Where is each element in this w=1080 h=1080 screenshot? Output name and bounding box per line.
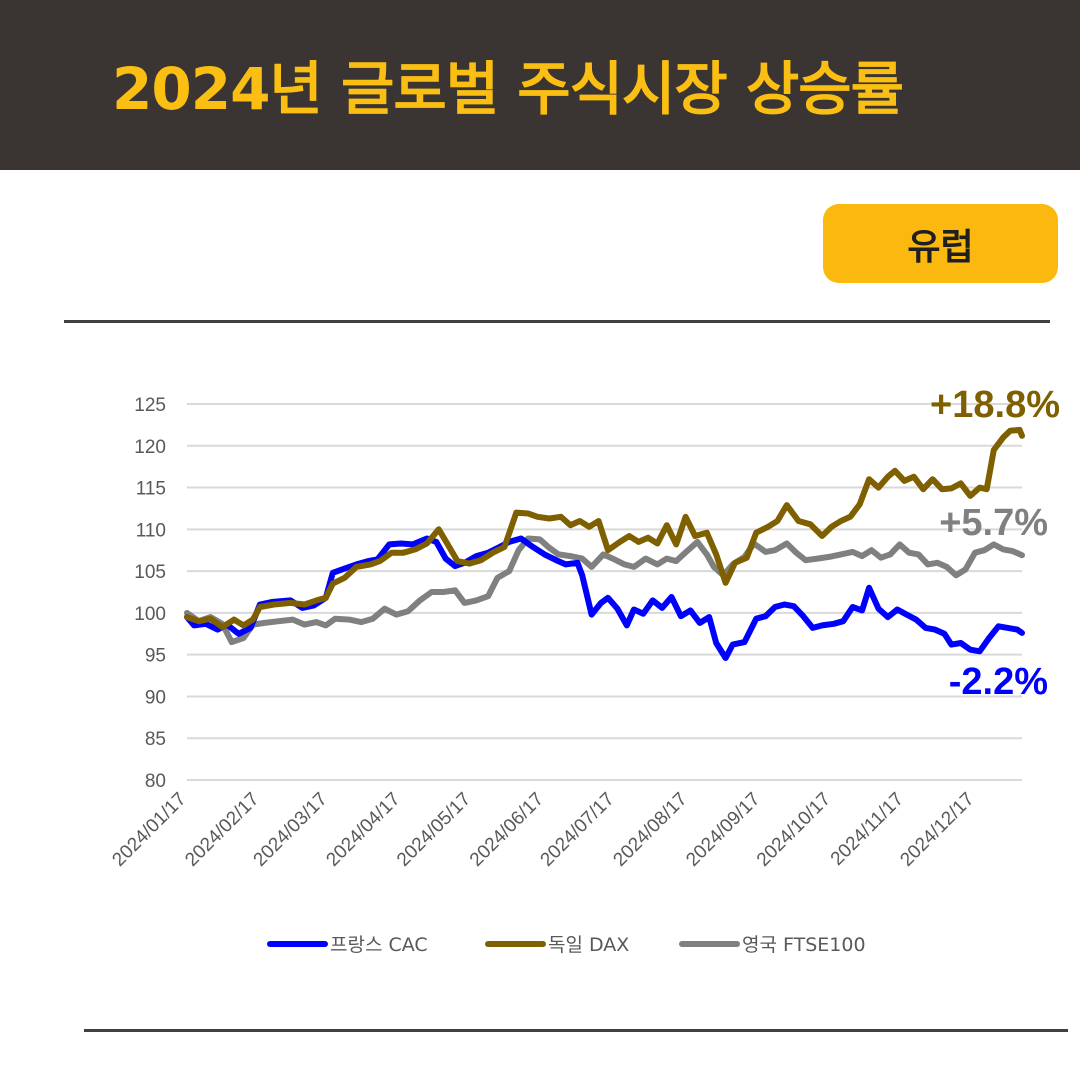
y-tick-label: 105 — [134, 562, 166, 583]
y-axis: 125 120 115 110 105 100 95 90 85 80 — [134, 395, 166, 792]
x-tick-label: 2024/03/17 — [250, 789, 332, 871]
y-tick-label: 90 — [145, 687, 166, 708]
legend-label-0: 프랑스 CAC — [330, 934, 428, 956]
x-tick-label: 2024/04/17 — [322, 789, 404, 871]
top-divider — [64, 320, 1050, 323]
series-lines — [184, 426, 1025, 661]
region-badge: 유럽 — [823, 204, 1058, 283]
y-tick-label: 115 — [136, 479, 166, 500]
bottom-divider — [84, 1029, 1068, 1032]
series-line-2 — [184, 535, 1025, 646]
x-tick-label: 2024/10/17 — [753, 789, 835, 871]
x-tick-label: 2024/09/17 — [682, 789, 764, 871]
x-tick-label: 2024/08/17 — [609, 789, 691, 871]
x-axis: 2024/01/172024/02/172024/03/172024/04/17… — [108, 789, 978, 871]
y-tick-label: 110 — [136, 520, 166, 541]
x-tick-label: 2024/01/17 — [108, 789, 190, 871]
x-tick-label: 2024/06/17 — [466, 789, 548, 871]
end-label-0: -2.2% — [949, 661, 1048, 703]
series-line-0 — [184, 535, 1025, 661]
chart-legend: 프랑스 CAC 독일 DAX 영국 FTSE100 — [267, 934, 866, 956]
chart-gridlines — [187, 403, 1022, 781]
page-title: 2024년 글로벌 주식시장 상승률 — [112, 55, 904, 123]
y-tick-label: 85 — [145, 729, 166, 750]
y-tick-label: 120 — [134, 437, 166, 458]
header-bar: 2024년 글로벌 주식시장 상승률 — [0, 0, 1080, 170]
legend-label-1: 독일 DAX — [548, 934, 629, 956]
y-tick-label: 80 — [145, 771, 166, 792]
series-line-1 — [184, 426, 1025, 631]
x-tick-label: 2024/07/17 — [537, 789, 619, 871]
y-tick-label: 125 — [134, 395, 166, 416]
end-label-1: +18.8% — [930, 384, 1060, 426]
x-tick-label: 2024/12/17 — [896, 789, 978, 871]
end-labels: -2.2% +18.8% +5.7% — [930, 384, 1060, 703]
x-tick-label: 2024/11/17 — [827, 789, 908, 870]
y-tick-label: 100 — [134, 604, 166, 625]
x-tick-label: 2024/05/17 — [393, 789, 475, 871]
y-tick-label: 95 — [145, 646, 166, 667]
legend-label-2: 영국 FTSE100 — [742, 934, 866, 956]
end-label-2: +5.7% — [939, 502, 1048, 544]
